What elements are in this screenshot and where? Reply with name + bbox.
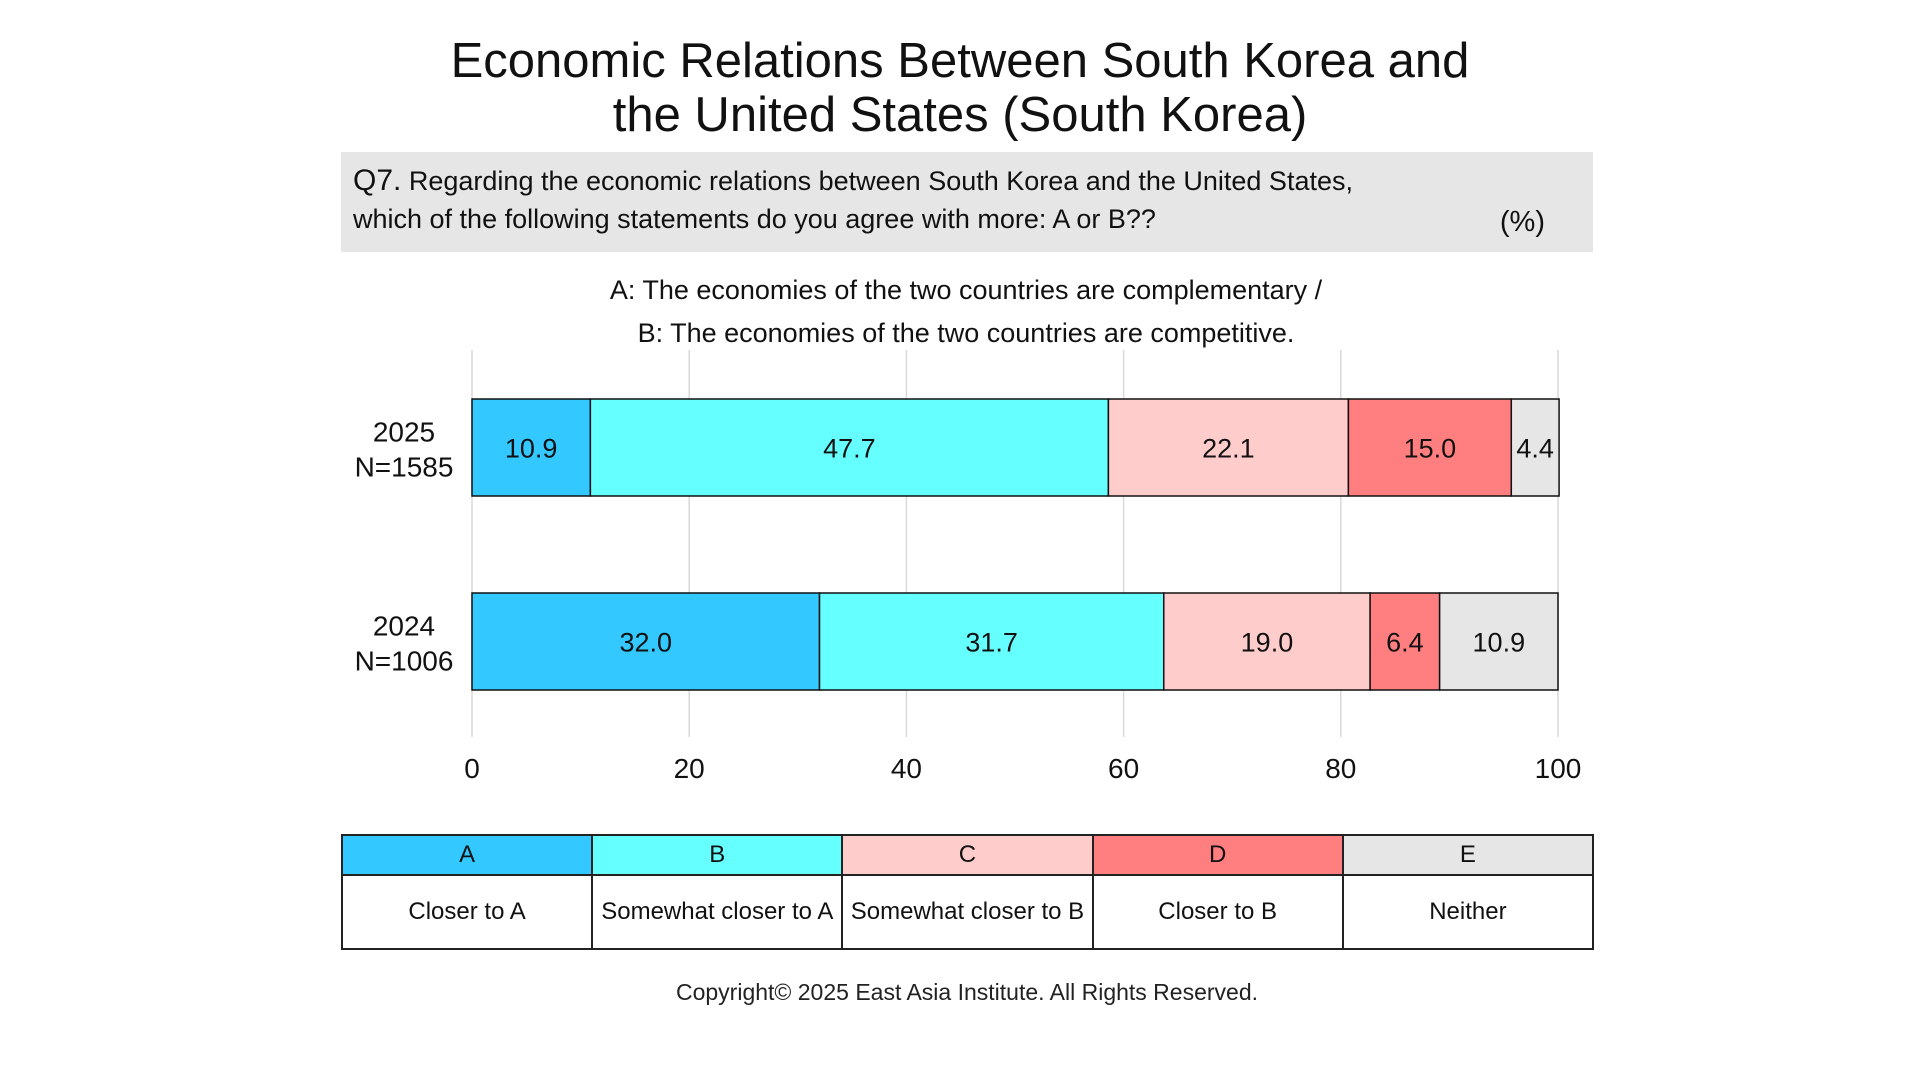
y-label-2024: 2024 — [373, 611, 435, 642]
data-label-2024-a: 32.0 — [619, 628, 672, 658]
legend-codes-row: A B C D E — [340, 834, 1595, 876]
question-text-line1: Regarding the economic relations between… — [408, 166, 1353, 196]
chart-title-line1: Economic Relations Between South Korea a… — [450, 34, 1470, 88]
x-tick-label-80: 80 — [1325, 753, 1356, 784]
legend-label-e: Neither — [1341, 874, 1595, 950]
chart-title: Economic Relations Between South Korea a… — [0, 34, 1920, 142]
data-label-2024-c: 19.0 — [1241, 628, 1294, 658]
y-sample-size-2024: N=1006 — [355, 646, 454, 677]
legend-label-a: Closer to A — [340, 874, 594, 950]
data-label-2024-e: 10.9 — [1473, 628, 1526, 658]
legend-code-c: C — [841, 834, 1094, 876]
data-label-2025-b: 47.7 — [823, 434, 876, 464]
data-label-2025-c: 22.1 — [1202, 434, 1255, 464]
question-box: Q7. Regarding the economic relations bet… — [341, 152, 1593, 252]
x-tick-label-40: 40 — [891, 753, 922, 784]
x-tick-label-100: 100 — [1535, 753, 1582, 784]
legend-code-d: D — [1091, 834, 1344, 876]
data-label-2025-d: 15.0 — [1404, 434, 1457, 464]
x-tick-label-60: 60 — [1108, 753, 1139, 784]
bar-2025-b — [589, 398, 1110, 497]
bar-2024-e — [1438, 592, 1559, 691]
y-sample-size-2025: N=1585 — [355, 452, 454, 483]
question-text-line2: which of the following statements do you… — [353, 204, 1156, 234]
x-tick-label-0: 0 — [464, 753, 480, 784]
legend-table: A B C D E Closer to A Somewhat closer to… — [340, 834, 1595, 950]
bar-2025-a — [471, 398, 592, 497]
data-label-2024-d: 6.4 — [1386, 628, 1424, 658]
bar-2025-e — [1510, 398, 1560, 497]
legend-label-b: Somewhat closer to A — [591, 874, 844, 950]
unit-label: (%) — [1499, 206, 1545, 238]
subtitle-line2: B: The economies of the two countries ar… — [637, 318, 1295, 348]
bar-2024-c — [1163, 592, 1371, 691]
legend-label-c: Somewhat closer to B — [841, 874, 1094, 950]
data-label-2024-b: 31.7 — [965, 628, 1018, 658]
legend-label-d: Closer to B — [1091, 874, 1344, 950]
chart-title-line2: the United States (South Korea) — [612, 88, 1308, 142]
data-label-2025-a: 10.9 — [505, 434, 558, 464]
bar-2024-d — [1369, 592, 1441, 691]
bar-2025-d — [1347, 398, 1513, 497]
bar-2025-c — [1107, 398, 1350, 497]
legend-code-a: A — [340, 834, 594, 876]
x-tick-label-20: 20 — [674, 753, 705, 784]
legend-code-b: B — [591, 834, 844, 876]
legend-code-e: E — [1341, 834, 1595, 876]
legend-labels-row: Closer to A Somewhat closer to A Somewha… — [340, 874, 1595, 950]
subtitle-line1: A: The economies of the two countries ar… — [609, 275, 1323, 305]
bar-2024-a — [471, 592, 821, 691]
question-label: Q7. — [353, 164, 402, 197]
data-label-2025-e: 4.4 — [1516, 434, 1554, 464]
copyright-text: Copyright© 2025 East Asia Institute. All… — [675, 979, 1259, 1005]
y-label-2025: 2025 — [373, 417, 435, 448]
question-line1: Q7. Regarding the economic relations bet… — [353, 164, 1353, 198]
